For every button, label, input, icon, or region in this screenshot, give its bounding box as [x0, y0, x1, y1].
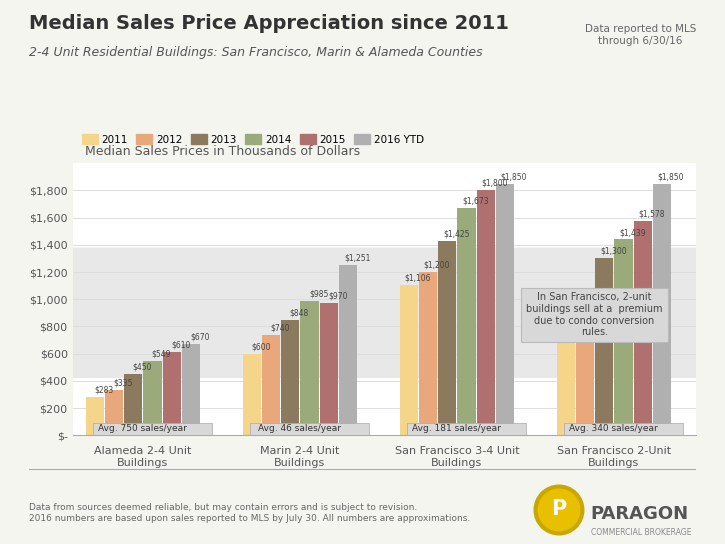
Text: $450: $450 — [133, 362, 152, 372]
Bar — [182, 344, 200, 435]
Text: $1,106: $1,106 — [405, 273, 431, 282]
Text: Median Sales Prices in Thousands of Dollars: Median Sales Prices in Thousands of Doll… — [85, 145, 360, 158]
Legend: 2011, 2012, 2013, 2014, 2015, 2016 YTD: 2011, 2012, 2013, 2014, 2015, 2016 YTD — [78, 131, 428, 149]
Bar — [634, 221, 652, 435]
Bar — [595, 258, 613, 435]
Text: $740: $740 — [270, 323, 290, 332]
Bar — [162, 353, 181, 435]
Circle shape — [534, 485, 584, 535]
Text: $549: $549 — [152, 349, 171, 358]
Bar — [419, 272, 437, 435]
Text: $600: $600 — [251, 342, 270, 351]
Bar — [496, 184, 514, 435]
Text: Avg. 46 sales/year: Avg. 46 sales/year — [258, 424, 341, 433]
Bar — [438, 242, 456, 435]
Bar — [476, 190, 495, 435]
Text: $985: $985 — [309, 290, 328, 299]
Text: $1,251: $1,251 — [344, 254, 370, 263]
Circle shape — [538, 490, 580, 531]
Text: $956: $956 — [565, 294, 584, 302]
Text: Data reported to MLS
through 6/30/16: Data reported to MLS through 6/30/16 — [584, 24, 696, 46]
Bar — [124, 374, 142, 435]
Text: $1,439: $1,439 — [619, 228, 646, 237]
Text: 2-4 Unit Residential Buildings: San Francisco, Marin & Alameda Counties: 2-4 Unit Residential Buildings: San Fran… — [29, 46, 483, 59]
FancyBboxPatch shape — [564, 423, 683, 435]
Text: $283: $283 — [94, 385, 114, 394]
Text: Median Sales Price Appreciation since 2011: Median Sales Price Appreciation since 20… — [29, 14, 509, 33]
Bar — [144, 361, 162, 435]
Bar — [86, 397, 104, 435]
Bar — [243, 354, 261, 435]
Bar — [281, 320, 299, 435]
Text: $1,850: $1,850 — [658, 172, 684, 181]
Text: $1,200: $1,200 — [424, 261, 450, 270]
Text: P: P — [551, 499, 567, 519]
FancyBboxPatch shape — [94, 423, 212, 435]
Bar — [576, 299, 594, 435]
Text: PARAGON: PARAGON — [591, 505, 689, 523]
Text: $970: $970 — [328, 292, 347, 301]
Bar — [105, 390, 123, 435]
Bar — [399, 285, 418, 435]
Text: In San Francisco, 2-unit
buildings sell at a  premium
due to condo conversion
ru: In San Francisco, 2-unit buildings sell … — [526, 293, 663, 337]
Text: $1,800: $1,800 — [481, 179, 508, 188]
Text: $1,673: $1,673 — [463, 196, 489, 205]
Text: $1,300: $1,300 — [600, 247, 626, 256]
Text: Data from sources deemed reliable, but may contain errors and is subject to revi: Data from sources deemed reliable, but m… — [29, 503, 471, 523]
Bar — [614, 239, 633, 435]
Circle shape — [0, 248, 725, 378]
Text: Avg. 750 sales/year: Avg. 750 sales/year — [99, 424, 187, 433]
Text: $1,850: $1,850 — [501, 172, 527, 181]
Bar — [339, 265, 357, 435]
Bar — [320, 304, 338, 435]
Bar — [652, 184, 671, 435]
Bar — [457, 208, 476, 435]
Bar — [300, 301, 318, 435]
Text: COMMERCIAL BROKERAGE: COMMERCIAL BROKERAGE — [591, 528, 692, 537]
Text: $1,001: $1,001 — [581, 288, 608, 296]
Text: $1,578: $1,578 — [639, 209, 665, 218]
Text: Avg. 181 sales/year: Avg. 181 sales/year — [413, 424, 501, 433]
Text: $1,425: $1,425 — [443, 230, 470, 239]
Text: $670: $670 — [191, 332, 210, 342]
Text: $610: $610 — [171, 341, 191, 350]
Bar — [557, 305, 575, 435]
Text: $335: $335 — [113, 378, 133, 387]
FancyBboxPatch shape — [250, 423, 369, 435]
FancyBboxPatch shape — [407, 423, 526, 435]
Text: Avg. 340 sales/year: Avg. 340 sales/year — [569, 424, 658, 433]
Text: $848: $848 — [290, 308, 309, 318]
Bar — [262, 335, 280, 435]
